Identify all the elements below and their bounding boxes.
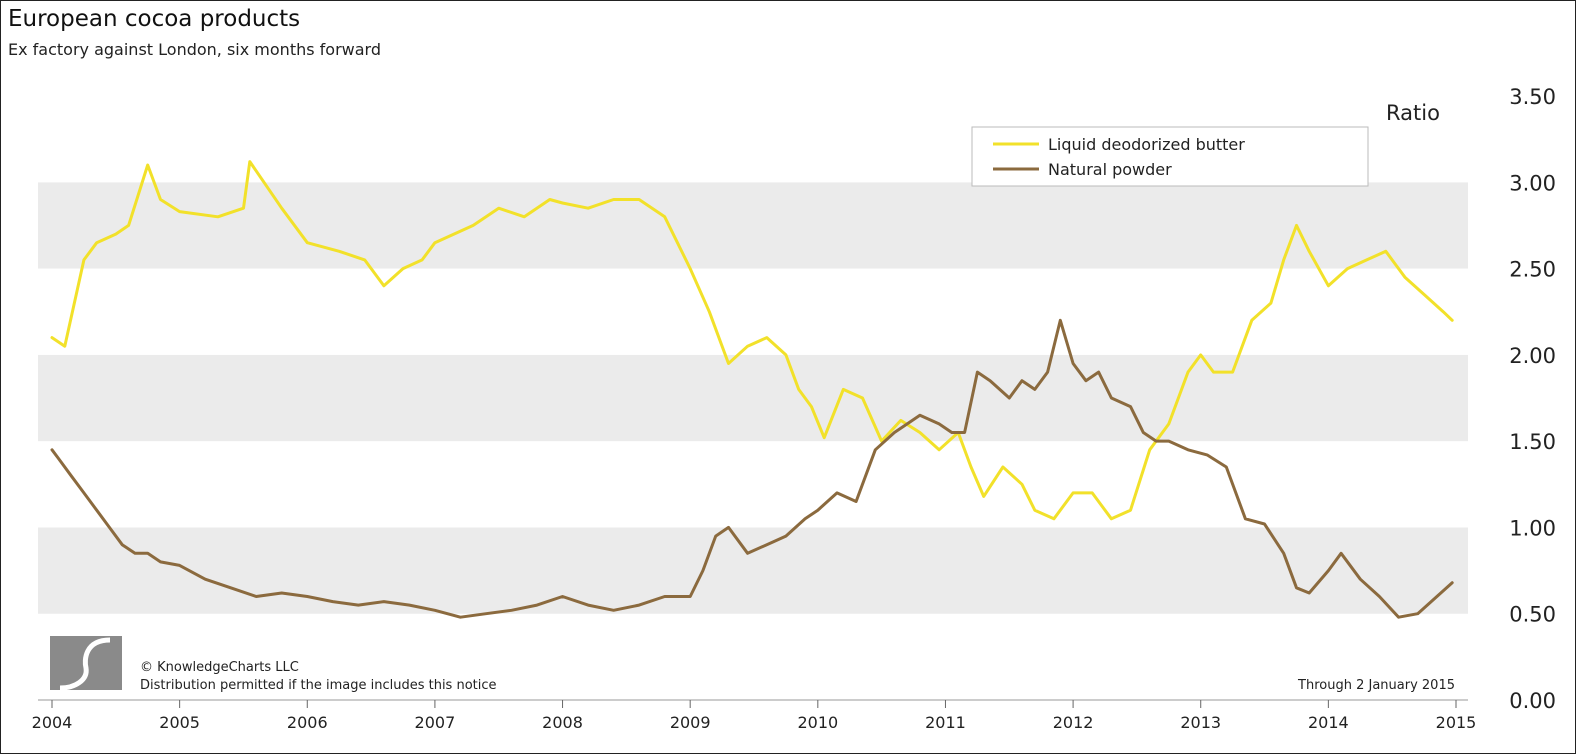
x-tick-label: 2013 xyxy=(1180,713,1221,732)
knowledgecharts-logo xyxy=(50,636,122,691)
through-date: Through 2 January 2015 xyxy=(1297,678,1455,693)
x-axis-ticks: 2004 2005 2006 2007 2008 2009 2010 2011 2012 2013… xyxy=(32,699,1477,732)
x-tick-label: 2007 xyxy=(415,713,456,732)
y-tick-label: 1.50 xyxy=(1509,430,1556,454)
y-axis-ticks: 0.00 0.50 1.00 1.50 2.00 2.50 3.00 3.50 xyxy=(1509,85,1556,713)
y-tick-label: 3.50 xyxy=(1509,85,1556,109)
x-tick-label: 2009 xyxy=(670,713,711,732)
x-tick-label: 2014 xyxy=(1308,713,1349,732)
copyright-notice: © KnowledgeCharts LLC xyxy=(140,660,299,675)
grid-band xyxy=(38,268,1468,355)
chart-title: European cocoa products xyxy=(8,6,301,32)
chart-subtitle: Ex factory against London, six months fo… xyxy=(8,40,381,59)
distribution-notice: Distribution permitted if the image incl… xyxy=(140,678,497,693)
x-tick-label: 2010 xyxy=(797,713,838,732)
series-line-liquid-deodorized-butter xyxy=(50,160,1454,521)
x-tick-label: 2008 xyxy=(542,713,583,732)
y-tick-label: 2.00 xyxy=(1509,344,1556,368)
x-tick-label: 2012 xyxy=(1053,713,1094,732)
y-tick-label: 3.00 xyxy=(1509,171,1556,195)
x-tick-label: 2015 xyxy=(1436,713,1477,732)
grid-band xyxy=(38,354,1468,442)
legend-label-liquid-deodorized-butter: Liquid deodorized butter xyxy=(1048,135,1245,154)
series-group xyxy=(50,160,1454,619)
legend: Liquid deodorized butter Natural powder xyxy=(971,126,1369,187)
y-tick-label: 0.50 xyxy=(1509,603,1556,627)
grid-band xyxy=(38,613,1468,700)
y-tick-label: 1.00 xyxy=(1509,516,1556,540)
x-tick-label: 2011 xyxy=(925,713,966,732)
grid-band xyxy=(38,182,1468,269)
x-tick-label: 2005 xyxy=(159,713,200,732)
x-tick-label: 2004 xyxy=(32,713,73,732)
y-tick-label: 2.50 xyxy=(1509,258,1556,282)
grid-band xyxy=(38,441,1468,528)
grid-band xyxy=(38,527,1468,614)
x-tick-label: 2006 xyxy=(287,713,328,732)
legend-box xyxy=(971,126,1369,187)
legend-label-natural-powder: Natural powder xyxy=(1048,160,1172,179)
y-tick-label: 0.00 xyxy=(1509,689,1556,713)
logo-s-icon xyxy=(59,637,111,691)
y-axis-label: Ratio xyxy=(1386,101,1440,125)
series-line-natural-powder xyxy=(50,318,1454,619)
grid-bands xyxy=(38,96,1468,700)
